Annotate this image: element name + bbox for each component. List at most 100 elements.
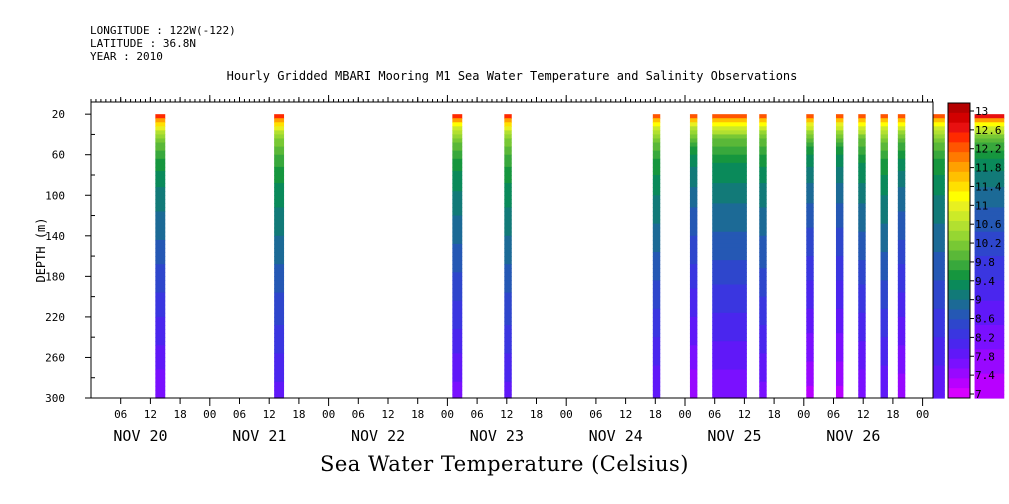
- column-cell: [806, 170, 814, 176]
- column-cell: [759, 166, 767, 172]
- column-cell: [759, 316, 767, 322]
- colorbar-label: 12.2: [975, 143, 1002, 156]
- column-cell: [974, 191, 1005, 196]
- column-cell: [974, 365, 1005, 371]
- column-cell: [274, 134, 285, 140]
- column-cell: [652, 393, 661, 399]
- column-cell: [504, 122, 512, 127]
- colorbar-swatch: [948, 388, 970, 399]
- column-cell: [835, 203, 844, 209]
- column-cell: [712, 288, 747, 294]
- column-cell: [759, 256, 767, 261]
- column-cell: [504, 276, 512, 282]
- column-cell: [759, 122, 767, 127]
- column-cell: [274, 256, 285, 261]
- column-cell: [806, 357, 814, 363]
- column-cell: [858, 219, 866, 225]
- column-cell: [880, 183, 888, 188]
- column-cell: [806, 320, 814, 326]
- column-cell: [759, 381, 767, 387]
- colorbar-label: 9.8: [975, 256, 995, 269]
- column-cell: [155, 304, 166, 310]
- column-cell: [806, 288, 814, 294]
- column-cell: [932, 357, 945, 363]
- column-cell: [806, 365, 814, 371]
- column-cell: [274, 288, 285, 294]
- column-cell: [858, 357, 866, 363]
- column-cell: [806, 393, 814, 399]
- column-cell: [712, 389, 747, 395]
- column-cell: [932, 296, 945, 302]
- column-cell: [880, 231, 888, 237]
- column-cell: [932, 138, 945, 144]
- column-cell: [974, 118, 1005, 123]
- column-cell: [652, 337, 661, 342]
- column-cell: [858, 308, 866, 314]
- column-cell: [689, 296, 698, 302]
- column-cell: [712, 312, 747, 318]
- column-cell: [858, 252, 866, 257]
- column-cell: [932, 300, 945, 306]
- y-tick-label: 20: [52, 108, 65, 121]
- column-cell: [880, 349, 888, 354]
- column-cell: [274, 264, 285, 269]
- column-cell: [652, 333, 661, 338]
- column-cell: [897, 345, 906, 350]
- column-cell: [452, 393, 463, 399]
- column-cell: [274, 247, 285, 253]
- column-cell: [452, 114, 463, 119]
- column-cell: [835, 219, 844, 225]
- column-cell: [452, 174, 463, 180]
- column-cell: [712, 329, 747, 334]
- column-cell: [652, 191, 661, 196]
- column-cell: [932, 316, 945, 322]
- colorbar-label: 9: [975, 294, 982, 307]
- column-cell: [274, 373, 285, 379]
- column-cell: [652, 369, 661, 375]
- column-cell: [880, 203, 888, 209]
- data-column: [932, 114, 945, 399]
- column-cell: [452, 243, 463, 249]
- column-cell: [897, 231, 906, 237]
- column-cell: [712, 138, 747, 144]
- column-cell: [712, 369, 747, 375]
- data-column: [155, 114, 166, 399]
- column-cell: [858, 215, 866, 221]
- column-cell: [652, 260, 661, 265]
- column-cell: [274, 300, 285, 306]
- column-cell: [974, 292, 1005, 298]
- column-cell: [932, 272, 945, 277]
- colorbar-label: 11.8: [975, 162, 1002, 175]
- column-cell: [155, 300, 166, 306]
- column-cell: [712, 162, 747, 168]
- column-cell: [806, 264, 814, 269]
- column-cell: [759, 369, 767, 375]
- column-cell: [274, 158, 285, 164]
- column-cell: [974, 138, 1005, 144]
- column-cell: [155, 349, 166, 354]
- column-cell: [759, 243, 767, 249]
- column-cell: [880, 333, 888, 338]
- column-cell: [932, 264, 945, 269]
- column-cell: [274, 179, 285, 184]
- column-cell: [504, 207, 512, 213]
- column-cell: [452, 365, 463, 371]
- column-cell: [759, 191, 767, 196]
- column-cell: [858, 385, 866, 391]
- column-cell: [452, 219, 463, 225]
- column-cell: [858, 158, 866, 164]
- column-cell: [504, 264, 512, 269]
- column-cell: [897, 223, 906, 229]
- column-cell: [897, 276, 906, 282]
- column-cell: [652, 353, 661, 359]
- column-cell: [155, 325, 166, 330]
- column-cell: [880, 280, 888, 286]
- column-cell: [155, 381, 166, 387]
- column-cell: [974, 304, 1005, 310]
- column-cell: [806, 158, 814, 164]
- column-cell: [652, 142, 661, 148]
- column-cell: [452, 369, 463, 375]
- x-tick-label: 00: [322, 408, 335, 421]
- column-cell: [897, 154, 906, 160]
- column-cell: [835, 316, 844, 322]
